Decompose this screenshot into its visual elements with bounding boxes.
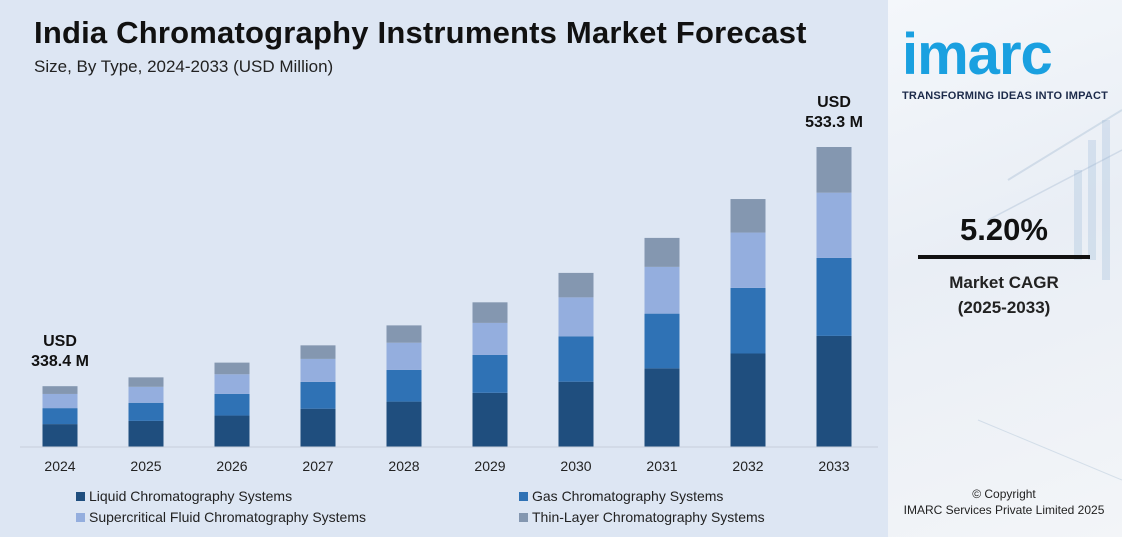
bar-2026-series-1 — [214, 415, 250, 447]
x-tick-label-2025: 2025 — [130, 458, 161, 474]
bar-2026-series-4 — [214, 362, 250, 375]
imarc-logo: imarc — [902, 20, 1112, 90]
x-tick-label-2024: 2024 — [44, 458, 75, 474]
bar-2032-series-1 — [730, 353, 766, 447]
brand-panel — [888, 0, 1122, 537]
background-decoration — [977, 109, 1122, 481]
bar-2030-series-4 — [558, 272, 594, 298]
legend: Liquid Chromatography Systems Gas Chromat… — [76, 488, 876, 532]
legend-swatch — [76, 512, 85, 522]
bar-2026-series-2 — [214, 393, 250, 416]
bar-2027-series-2 — [300, 381, 336, 409]
bar-2028-series-1 — [386, 401, 422, 447]
bar-2028-series-4 — [386, 325, 422, 343]
bar-2032-series-2 — [730, 287, 766, 354]
bar-2028-series-2 — [386, 369, 422, 402]
bar-2033-series-3 — [816, 192, 852, 258]
data-label-2033-line2: 533.3 M — [805, 114, 863, 131]
data-label-2033-line1: USD — [817, 94, 851, 111]
bar-2032-series-3 — [730, 232, 766, 288]
page-subtitle: Size, By Type, 2024-2033 (USD Million) — [34, 57, 334, 76]
bar-2031-series-1 — [644, 368, 680, 447]
bar-2031-series-3 — [644, 266, 680, 314]
cagr-value: 5.20% — [960, 212, 1048, 247]
bar-2030-series-3 — [558, 297, 594, 337]
bar-2029-series-4 — [472, 302, 508, 323]
legend-item-2: Gas Chromatography Systems — [519, 488, 723, 504]
legend-item-1: Liquid Chromatography Systems — [76, 488, 292, 504]
bar-2029-series-1 — [472, 392, 508, 447]
page-title: India Chromatography Instruments Market … — [34, 15, 807, 50]
x-tick-label-2029: 2029 — [474, 458, 505, 474]
bar-2032-series-4 — [730, 199, 766, 233]
legend-swatch — [519, 512, 528, 522]
stacked-bar-chart: 2024 2025 2026 2027 2028 2029 2030 2031 2032 2033… — [20, 94, 878, 474]
x-tick-label-2026: 2026 — [216, 458, 247, 474]
bar-2033-series-1 — [816, 335, 852, 447]
legend-label: Supercritical Fluid Chromatography Syste… — [89, 509, 366, 525]
bar-2030-series-1 — [558, 381, 594, 447]
bar-2027-series-3 — [300, 358, 336, 382]
data-label-2024-line2: 338.4 M — [31, 353, 89, 370]
bar-2031-series-4 — [644, 237, 680, 267]
bar-2027-series-1 — [300, 408, 336, 447]
bar-2029-series-3 — [472, 322, 508, 355]
bar-2025-series-4 — [128, 377, 164, 387]
legend-label: Gas Chromatography Systems — [532, 488, 724, 504]
bar-2024-series-1 — [42, 424, 78, 447]
bar-2033-series-2 — [816, 257, 852, 336]
legend-label: Liquid Chromatography Systems — [89, 488, 293, 504]
x-tick-label-2033: 2033 — [818, 458, 849, 474]
copyright-line2: IMARC Services Private Limited 2025 — [903, 503, 1105, 517]
legend-item-4: Thin-Layer Chromatography Systems — [519, 509, 765, 525]
legend-label: Thin-Layer Chromatography Systems — [532, 509, 765, 525]
copyright: © Copyright IMARC Services Private Limit… — [896, 486, 1112, 518]
cagr-label: Market CAGR (2025-2033) — [918, 270, 1090, 320]
bar-2024-series-4 — [42, 386, 78, 394]
legend-swatch — [519, 491, 528, 501]
bar-2027-series-4 — [300, 345, 336, 359]
x-tick-label-2028: 2028 — [388, 458, 419, 474]
x-tick-label-2032: 2032 — [732, 458, 763, 474]
brand-tagline: TRANSFORMING IDEAS INTO IMPACT — [902, 90, 1109, 102]
logo-wordmark: imarc — [902, 22, 1053, 87]
cagr-divider — [918, 255, 1090, 259]
bar-2028-series-3 — [386, 342, 422, 370]
bar-2026-series-3 — [214, 374, 250, 394]
bar-2024-series-2 — [42, 408, 78, 425]
bar-2029-series-2 — [472, 354, 508, 393]
data-label-2024-line1: USD — [43, 333, 77, 350]
legend-item-3: Supercritical Fluid Chromatography Syste… — [76, 509, 366, 525]
cagr-label-line1: Market CAGR — [949, 273, 1059, 292]
cagr-label-line2: (2025-2033) — [957, 298, 1051, 317]
x-tick-label-2031: 2031 — [646, 458, 677, 474]
bar-2025-series-1 — [128, 420, 164, 447]
x-tick-label-2027: 2027 — [302, 458, 333, 474]
bar-2031-series-2 — [644, 313, 680, 369]
bar-2024-series-3 — [42, 393, 78, 409]
bar-2025-series-2 — [128, 402, 164, 421]
copyright-line1: © Copyright — [972, 487, 1036, 501]
bar-2033-series-4 — [816, 147, 852, 193]
legend-swatch — [76, 491, 85, 501]
x-tick-label-2030: 2030 — [560, 458, 591, 474]
bar-2030-series-2 — [558, 336, 594, 382]
bar-2025-series-3 — [128, 386, 164, 403]
